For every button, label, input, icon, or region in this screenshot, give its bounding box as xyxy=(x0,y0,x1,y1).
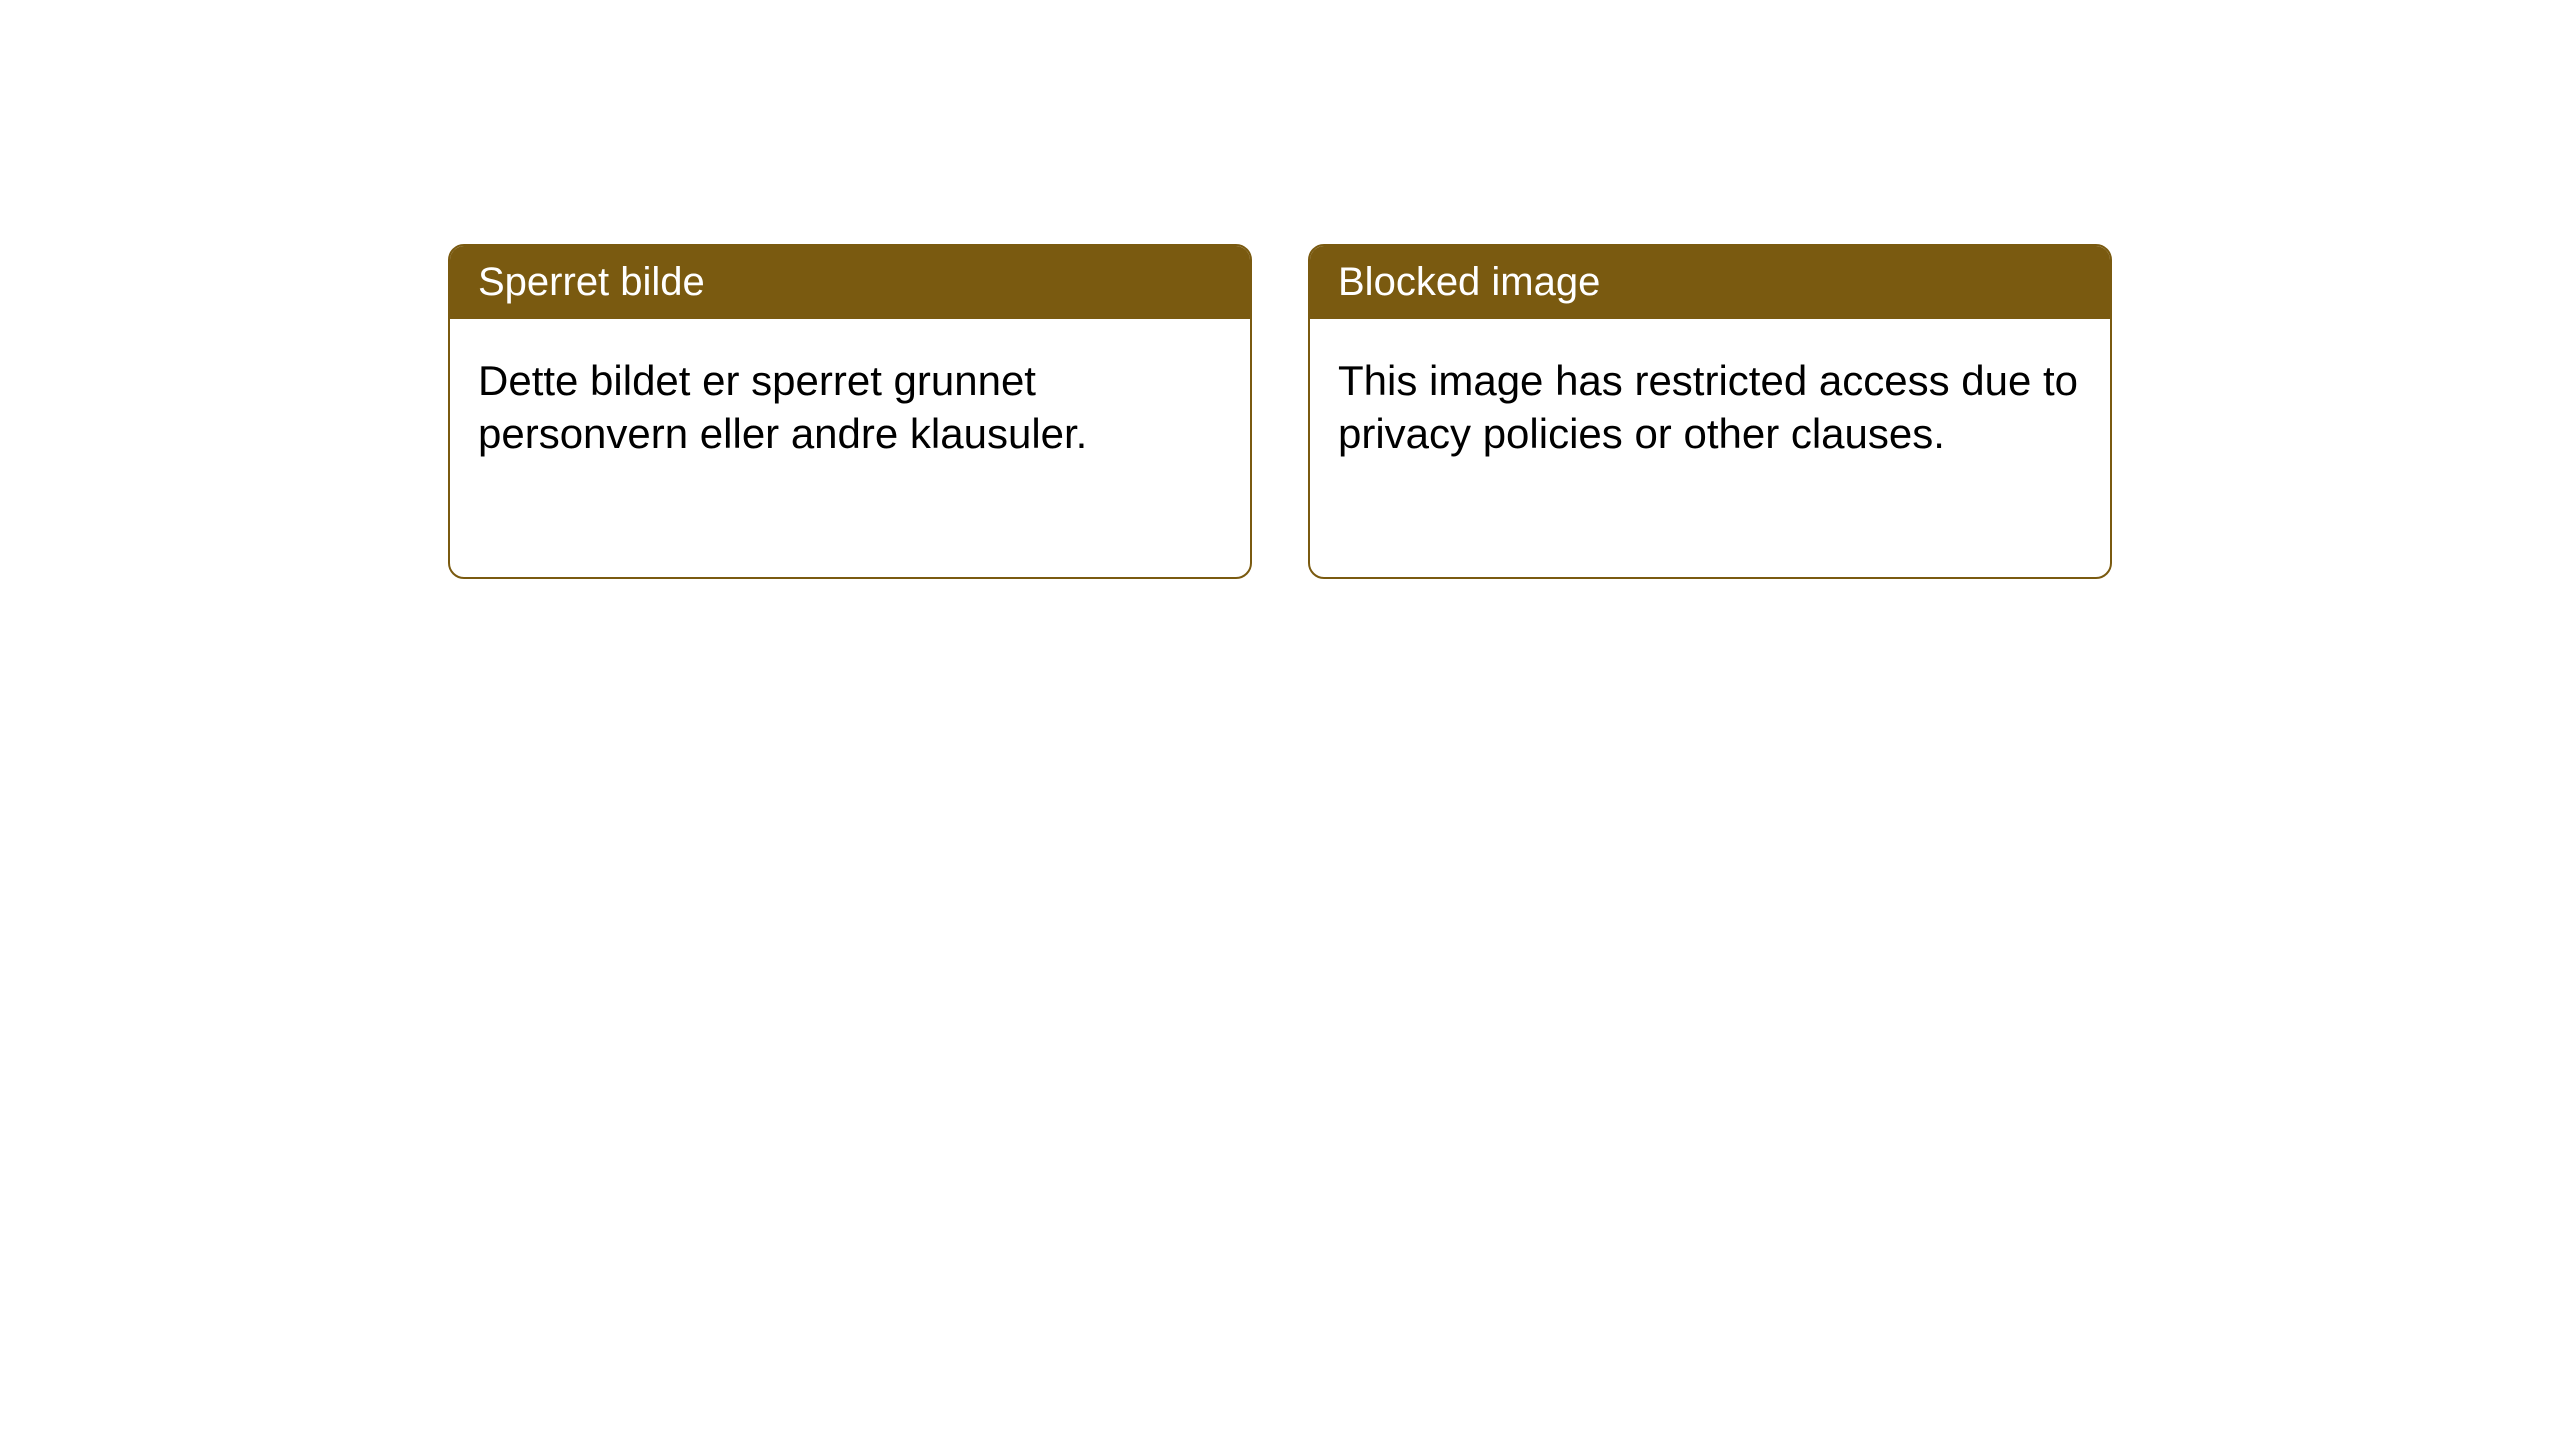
notice-text-english: This image has restricted access due to … xyxy=(1338,357,2078,457)
notice-container: Sperret bilde Dette bildet er sperret gr… xyxy=(448,244,2112,579)
notice-header-english: Blocked image xyxy=(1310,246,2110,319)
notice-card-english: Blocked image This image has restricted … xyxy=(1308,244,2112,579)
notice-title-english: Blocked image xyxy=(1338,260,1600,304)
notice-header-norwegian: Sperret bilde xyxy=(450,246,1250,319)
notice-title-norwegian: Sperret bilde xyxy=(478,260,705,304)
notice-card-norwegian: Sperret bilde Dette bildet er sperret gr… xyxy=(448,244,1252,579)
notice-text-norwegian: Dette bildet er sperret grunnet personve… xyxy=(478,357,1087,457)
notice-body-norwegian: Dette bildet er sperret grunnet personve… xyxy=(450,319,1250,496)
notice-body-english: This image has restricted access due to … xyxy=(1310,319,2110,496)
